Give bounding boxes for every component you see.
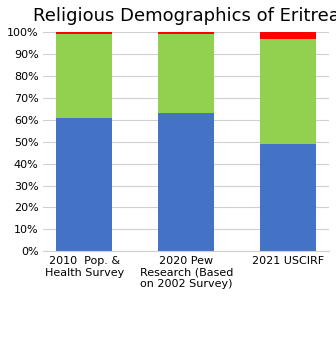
Bar [158, 34, 214, 113]
Title: Religious Demographics of Eritrea: Religious Demographics of Eritrea [33, 7, 336, 25]
Bar [56, 34, 113, 118]
Bar [260, 32, 316, 39]
Bar [260, 39, 316, 144]
Bar [158, 113, 214, 251]
Bar [260, 144, 316, 251]
Bar [158, 32, 214, 34]
Bar [56, 118, 113, 251]
Bar [56, 32, 113, 34]
